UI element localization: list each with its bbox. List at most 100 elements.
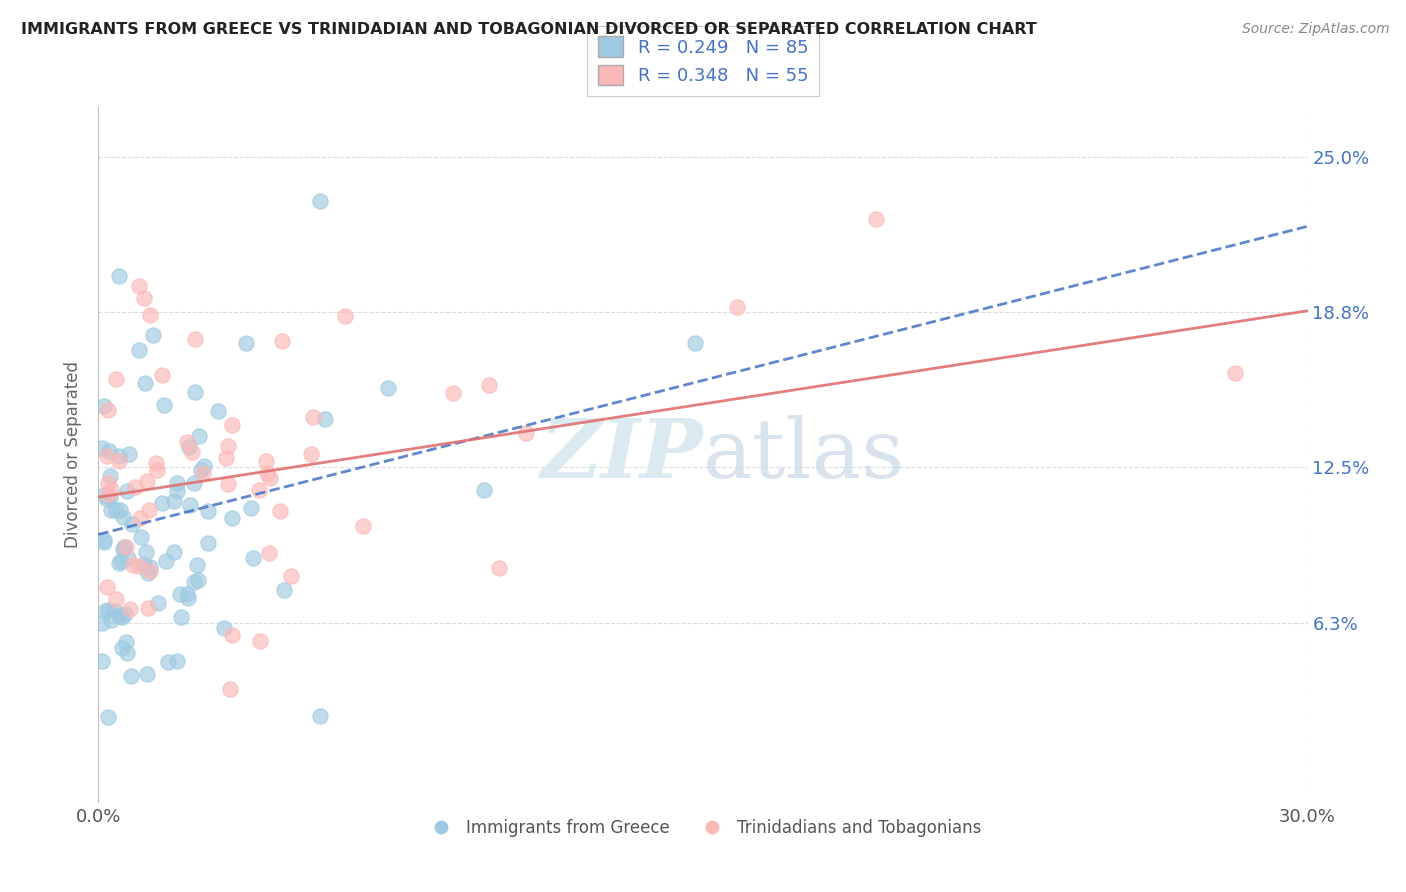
Point (91, 654, 114, 668)
Point (111, 641, 134, 656)
Point (188, 429, 211, 443)
Point (107, 556, 129, 570)
Point (139, 308, 162, 322)
Point (256, 454, 278, 468)
Point (98, 490, 121, 504)
Point (170, 610, 193, 624)
Text: IMMIGRANTS FROM GREECE VS TRINIDADIAN AND TOBAGONIAN DIVORCED OR SEPARATED CORRE: IMMIGRANTS FROM GREECE VS TRINIDADIAN AN… (21, 22, 1036, 37)
Point (191, 467, 214, 481)
Point (97, 476, 120, 491)
Point (142, 328, 165, 343)
Point (183, 574, 205, 589)
Point (118, 602, 141, 616)
Point (183, 332, 205, 346)
Point (197, 504, 219, 518)
Point (197, 535, 219, 549)
Point (156, 656, 179, 670)
Point (865, 211, 887, 226)
Point (108, 449, 131, 463)
Text: Source: ZipAtlas.com: Source: ZipAtlas.com (1241, 22, 1389, 37)
Point (134, 376, 156, 391)
Point (108, 268, 131, 283)
Point (114, 540, 136, 554)
Point (176, 434, 198, 449)
Point (104, 503, 127, 517)
Point (256, 467, 278, 481)
Point (117, 550, 139, 565)
Point (472, 483, 495, 497)
Point (97, 403, 120, 417)
Point (107, 609, 129, 624)
Point (131, 530, 153, 544)
Point (100, 503, 122, 517)
Point (335, 309, 357, 323)
Point (1223, 366, 1246, 380)
Point (138, 564, 160, 578)
Point (166, 476, 188, 491)
Point (93, 534, 115, 549)
Point (117, 483, 139, 498)
Point (93, 399, 115, 413)
Point (110, 554, 132, 568)
Point (114, 607, 136, 621)
Point (207, 404, 229, 418)
Point (247, 483, 270, 497)
Point (128, 510, 150, 524)
Point (215, 451, 238, 466)
Point (221, 418, 243, 433)
Point (249, 634, 271, 648)
Point (111, 510, 134, 524)
Point (193, 458, 215, 473)
Point (93, 488, 115, 502)
Point (93, 533, 115, 547)
Point (166, 654, 188, 668)
Point (269, 504, 291, 518)
Point (124, 480, 146, 494)
Text: atlas: atlas (703, 415, 905, 495)
Point (309, 194, 332, 209)
Point (121, 516, 143, 531)
Point (280, 569, 302, 583)
Point (145, 456, 167, 470)
Point (107, 454, 129, 468)
Point (176, 587, 198, 601)
Point (488, 561, 510, 575)
Point (187, 573, 209, 587)
Point (217, 477, 239, 491)
Point (302, 409, 325, 424)
Point (100, 613, 122, 627)
Point (314, 412, 336, 426)
Point (136, 566, 159, 581)
Point (120, 669, 142, 683)
Point (259, 471, 281, 485)
Point (152, 368, 174, 382)
Point (146, 596, 169, 610)
Point (139, 560, 162, 574)
Point (108, 503, 131, 517)
Point (150, 495, 173, 509)
Point (112, 541, 135, 556)
Point (100, 483, 122, 497)
Point (177, 591, 200, 606)
Legend: Immigrants from Greece, Trinidadians and Tobagonians: Immigrants from Greece, Trinidadians and… (418, 812, 988, 843)
Point (352, 519, 374, 533)
Point (218, 682, 240, 697)
Point (146, 463, 169, 477)
Point (184, 384, 207, 399)
Point (163, 494, 186, 508)
Point (217, 439, 239, 453)
Point (105, 591, 128, 606)
Point (97, 710, 120, 724)
Point (257, 546, 280, 560)
Point (179, 498, 201, 512)
Point (91, 441, 114, 455)
Point (683, 336, 706, 351)
Point (177, 440, 200, 454)
Point (96, 580, 118, 594)
Point (118, 447, 141, 461)
Point (181, 445, 204, 459)
Point (299, 447, 322, 461)
Point (153, 398, 176, 412)
Point (97, 487, 120, 501)
Point (221, 628, 243, 642)
